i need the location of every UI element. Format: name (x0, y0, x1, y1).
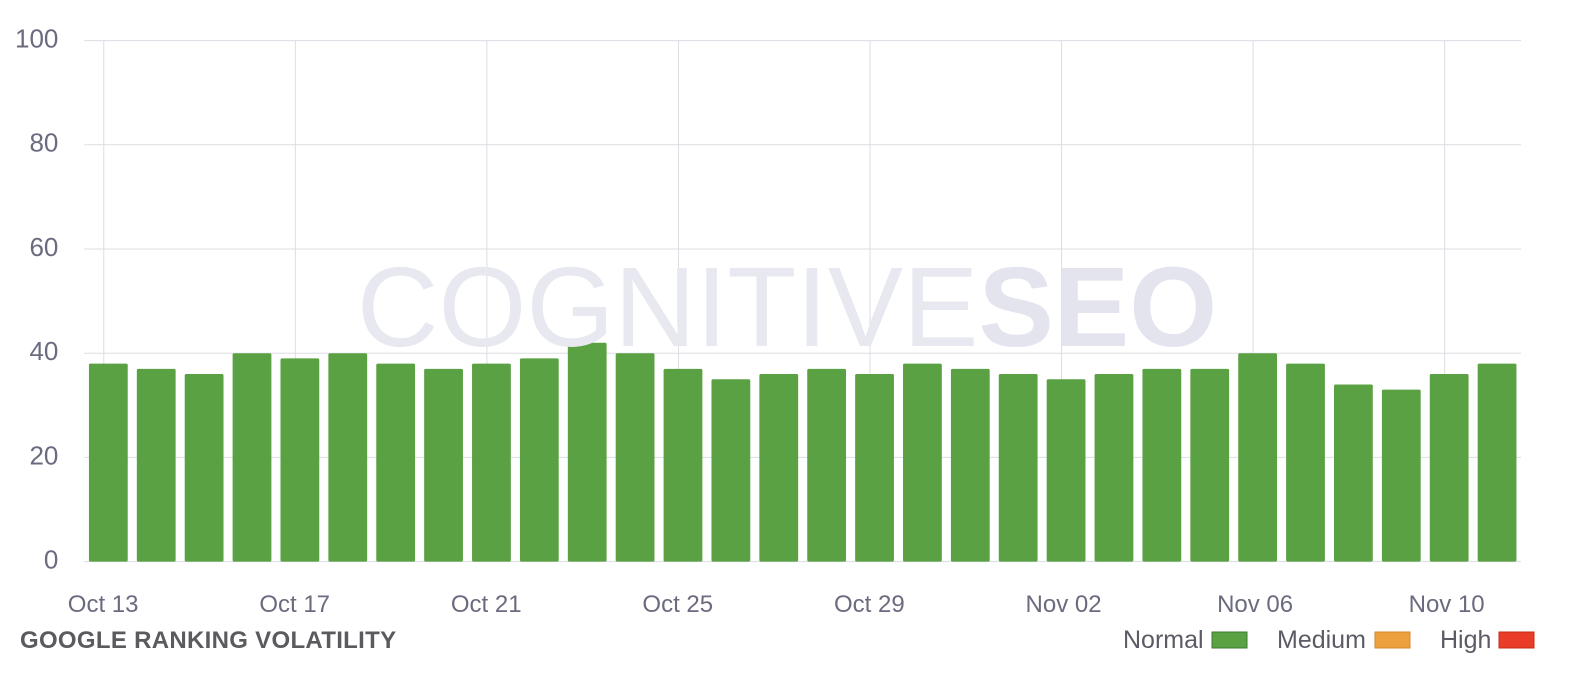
svg-text:High: High (1440, 626, 1491, 654)
svg-text:Nov 10: Nov 10 (1409, 591, 1485, 618)
svg-text:0: 0 (44, 544, 58, 574)
svg-text:Medium: Medium (1277, 626, 1366, 654)
svg-text:40: 40 (29, 336, 58, 366)
svg-text:Oct 21: Oct 21 (451, 591, 522, 618)
svg-text:60: 60 (29, 232, 58, 262)
svg-text:20: 20 (29, 440, 58, 470)
svg-text:80: 80 (29, 128, 58, 158)
svg-text:100: 100 (15, 23, 58, 53)
svg-text:Oct 13: Oct 13 (68, 591, 139, 618)
svg-text:Nov 06: Nov 06 (1217, 591, 1293, 618)
svg-text:Oct 25: Oct 25 (642, 591, 713, 618)
svg-text:Oct 17: Oct 17 (259, 591, 330, 618)
svg-text:Nov 02: Nov 02 (1026, 591, 1102, 618)
svg-text:COGNITIVESEO: COGNITIVESEO (357, 244, 1217, 370)
svg-text:Normal: Normal (1123, 626, 1204, 654)
svg-text:GOOGLE RANKING VOLATILITY: GOOGLE RANKING VOLATILITY (20, 627, 396, 654)
svg-text:Oct 29: Oct 29 (834, 591, 905, 618)
